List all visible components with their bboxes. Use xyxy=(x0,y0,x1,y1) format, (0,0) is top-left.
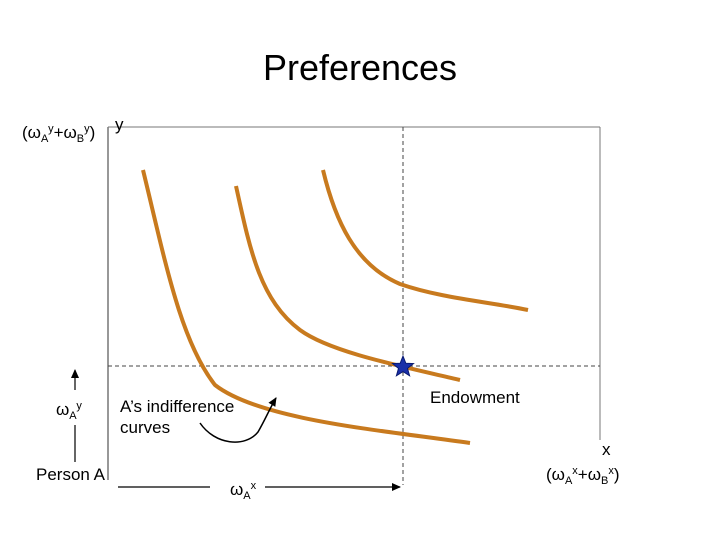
label-part: +ω xyxy=(578,465,601,484)
endowment-label: Endowment xyxy=(430,388,520,407)
label-part: y xyxy=(76,400,82,412)
label-part: ω xyxy=(56,400,69,419)
curves-note: curves xyxy=(120,418,170,437)
label-part: A xyxy=(69,410,77,422)
label-part: (ω xyxy=(22,123,41,142)
label-part: x xyxy=(572,465,578,477)
endowment-star xyxy=(391,354,415,377)
label-part: B xyxy=(77,133,84,145)
label-part: B xyxy=(601,475,608,487)
curve xyxy=(141,169,471,445)
y-endow-label: ωAy xyxy=(56,400,82,422)
label-part: A xyxy=(565,475,573,487)
title: Preferences xyxy=(263,47,457,88)
label-part: ω xyxy=(230,480,243,499)
label-part: x xyxy=(251,480,257,492)
curve xyxy=(234,185,461,382)
label-part: y xyxy=(84,123,90,135)
label-part: x xyxy=(608,465,614,477)
label-part: ) xyxy=(90,123,96,142)
y-total-label: (ωAy+ωBy) xyxy=(22,123,95,145)
label-part: A xyxy=(41,133,49,145)
label-part: +ω xyxy=(54,123,77,142)
x-endow-label: ωAx xyxy=(230,480,257,502)
curve xyxy=(321,169,529,312)
label-part: A xyxy=(243,490,251,502)
person-label: Person A xyxy=(36,465,106,484)
label-part: y xyxy=(48,123,54,135)
x-total-label: (ωAx+ωBx) xyxy=(546,465,620,487)
y-axis-label: y xyxy=(115,115,124,134)
label-part: ) xyxy=(614,465,620,484)
x-axis-label: x xyxy=(602,440,611,459)
label-part: (ω xyxy=(546,465,565,484)
curved-arrow xyxy=(199,397,277,443)
curves-note: A’s indifference xyxy=(120,397,234,416)
